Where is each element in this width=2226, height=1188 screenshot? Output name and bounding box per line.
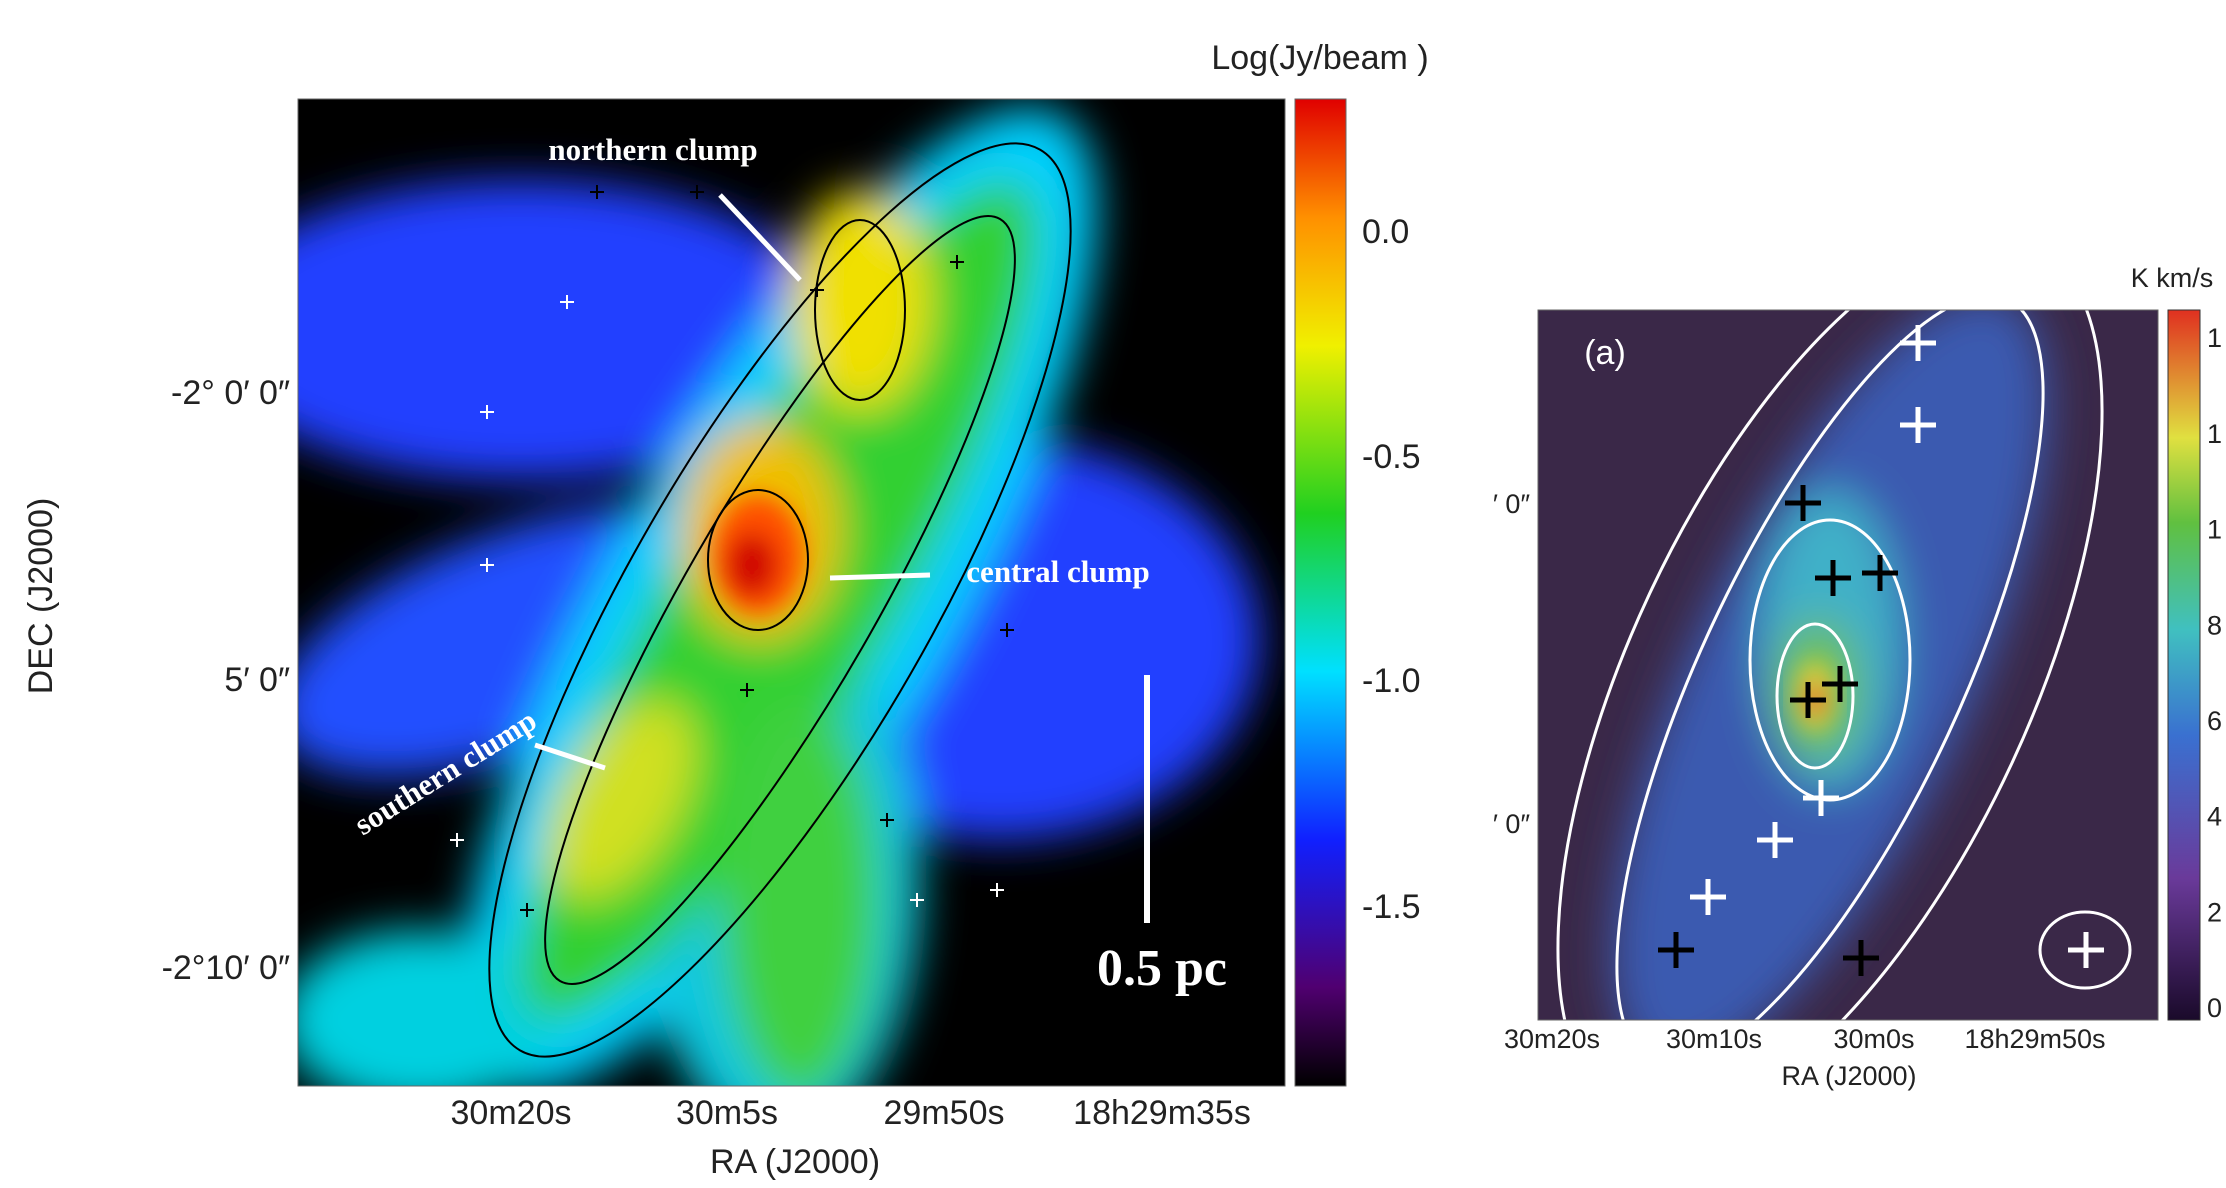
figure: northern clump central clump southern cl… [0, 0, 2226, 1188]
blob [720, 700, 880, 1100]
colorbar-tick-label: 0 [2207, 993, 2222, 1023]
colorbar-tick-label: -0.5 [1362, 438, 1421, 476]
scale-bar-label: 0.5 pc [1097, 940, 1227, 997]
colorbar-tick-label: -1.5 [1362, 888, 1421, 926]
x-tick-label: 30m20s [451, 1094, 572, 1132]
x-tick-label: 18h29m35s [1073, 1094, 1251, 1132]
colorbar-tick-label: 1 [2207, 323, 2222, 353]
colorbar [1295, 99, 1346, 1086]
colorbar-tick-label: 8 [2207, 610, 2222, 640]
colorbar-tick-label: 6 [2207, 706, 2222, 736]
x-tick-label: 30m10s [1666, 1024, 1762, 1054]
core [713, 495, 803, 615]
arrow [830, 575, 930, 578]
colorbar-tick-label: 1 [2207, 419, 2222, 449]
y-tick-label: ′ 0″ [1493, 489, 1531, 519]
colorbar [2168, 310, 2200, 1020]
x-tick-label: 29m50s [884, 1094, 1005, 1132]
colorbar-tick-label: 2 [2207, 897, 2222, 927]
colorbar-tick-label: 4 [2207, 802, 2222, 832]
y-tick-label: ′ 0″ [1493, 809, 1531, 839]
x-tick-label: 30m0s [1833, 1024, 1914, 1054]
colorbar-tick-label: 1 [2207, 515, 2222, 545]
intensity-map: northern clump central clump southern cl… [200, 30, 1285, 1170]
x-axis-label: RA (J2000) [1781, 1061, 1916, 1091]
colorbar-ticks: 1 1 1 8 6 4 2 0 [2207, 323, 2222, 1023]
annotation: northern clump [548, 132, 757, 167]
y-tick-label: 5′ 0″ [224, 661, 290, 699]
x-tick-label: 18h29m50s [1964, 1024, 2105, 1054]
core [1795, 661, 1835, 731]
blob [727, 533, 777, 597]
y-axis-label: DEC (J2000) [22, 498, 60, 695]
x-tick-label: 30m20s [1504, 1024, 1600, 1054]
y-tick-label: -2° 0′ 0″ [171, 374, 290, 412]
x-axis-label: RA (J2000) [710, 1143, 880, 1181]
colorbar-title: K km/s [2131, 263, 2214, 293]
annotation: central clump [966, 554, 1149, 589]
colorbar-title: Log(Jy/beam ) [1211, 39, 1428, 77]
colorbar-tick-label: -1.0 [1362, 662, 1421, 700]
blob [280, 930, 560, 1110]
y-tick-label: -2°10′ 0″ [162, 949, 290, 987]
colorbar-tick-label: 0.0 [1362, 213, 1409, 251]
x-tick-label: 30m5s [676, 1094, 778, 1132]
panel-label: (a) [1584, 334, 1626, 372]
